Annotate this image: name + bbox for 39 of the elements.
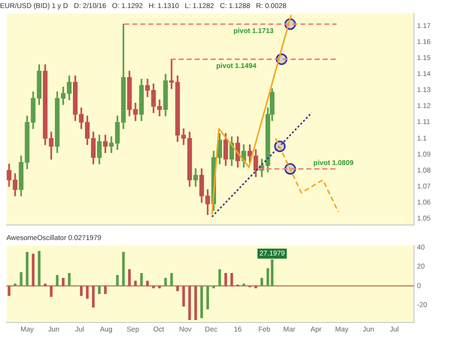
bar [260, 278, 264, 286]
bar [140, 273, 143, 286]
bar [20, 272, 22, 286]
bar [266, 268, 270, 286]
bar [194, 286, 197, 320]
bar [14, 284, 16, 286]
bar [170, 273, 173, 286]
bar [38, 250, 40, 286]
bar [146, 280, 149, 286]
bar [270, 259, 274, 286]
bar [92, 286, 95, 308]
bar [188, 286, 191, 320]
bar [104, 286, 107, 294]
bar [242, 284, 246, 286]
bar [176, 286, 179, 292]
bar [182, 286, 185, 307]
bar [122, 252, 125, 286]
bar [80, 286, 83, 296]
bar [86, 286, 89, 299]
bar [158, 286, 161, 288]
bar [44, 284, 47, 286]
bar [98, 286, 101, 294]
bar [128, 269, 131, 286]
bar [50, 286, 53, 297]
bar [152, 286, 155, 288]
bar [68, 273, 71, 286]
bar [8, 286, 10, 296]
bar [230, 273, 234, 286]
bar [224, 273, 228, 286]
bar [134, 280, 137, 286]
bar [206, 286, 209, 310]
bar [116, 274, 119, 286]
bar [62, 278, 65, 286]
bar [32, 254, 34, 286]
bar [200, 286, 203, 318]
bar [164, 278, 167, 286]
bar [56, 274, 59, 286]
bar [218, 269, 222, 286]
bar [26, 252, 28, 286]
